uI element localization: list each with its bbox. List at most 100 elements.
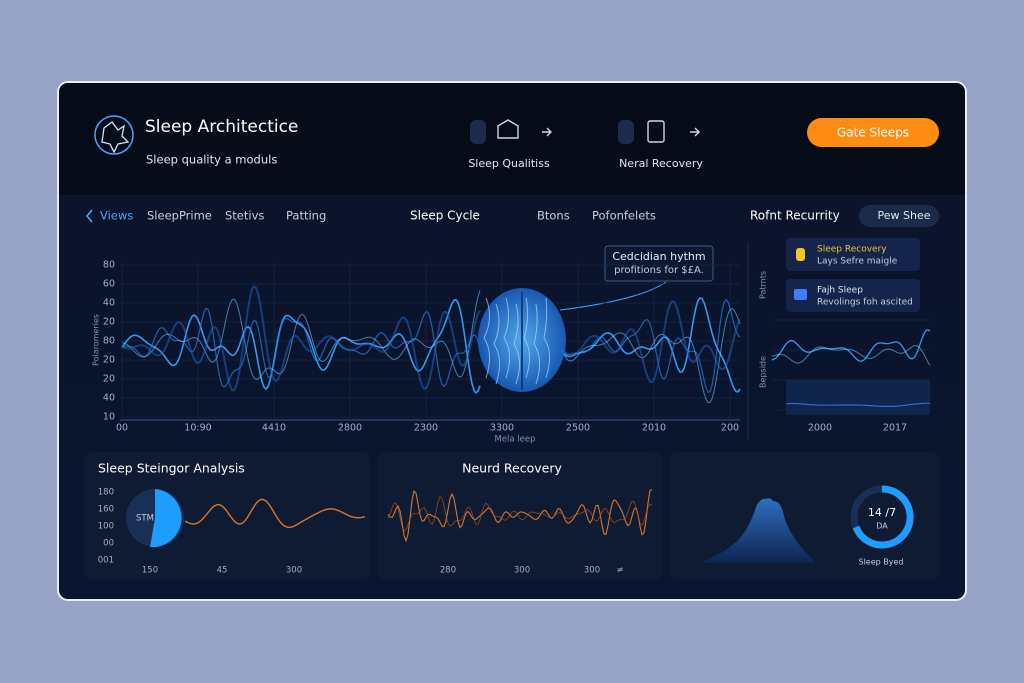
arrow bbox=[542, 127, 552, 137]
tick-label: 10 bbox=[103, 412, 115, 423]
label: Sleep Architectice bbox=[145, 117, 298, 137]
tick-label: 60 bbox=[103, 279, 115, 290]
label: STM bbox=[136, 514, 154, 524]
wave bbox=[785, 402, 930, 407]
info-card[interactable] bbox=[786, 279, 920, 312]
panel bbox=[84, 452, 370, 580]
back-arrow[interactable] bbox=[85, 209, 93, 223]
label: SleepPrime bbox=[147, 209, 212, 223]
card-icon bbox=[794, 289, 807, 300]
tick-label: 300 bbox=[584, 566, 600, 576]
tick-label: 2500 bbox=[566, 423, 590, 434]
tick-label: 2010 bbox=[642, 423, 666, 434]
label: Sleep Steingor Analysis bbox=[98, 461, 245, 476]
brain-fold bbox=[503, 297, 510, 379]
panel bbox=[378, 452, 662, 580]
axis-label: Mela leep bbox=[494, 435, 535, 445]
wave bbox=[387, 496, 653, 532]
tick-label: 20 bbox=[103, 374, 115, 385]
tick-label: 40 bbox=[103, 393, 115, 404]
tab-icon bbox=[618, 120, 634, 144]
tab-icon bbox=[470, 120, 486, 144]
label: Rofnt Recurrity bbox=[750, 209, 840, 223]
label: Lays Sefre maigle bbox=[817, 257, 898, 267]
logo bbox=[94, 115, 134, 155]
area bbox=[786, 380, 930, 415]
donut bbox=[852, 485, 914, 549]
annotation-line bbox=[559, 281, 667, 311]
card-icon bbox=[796, 248, 805, 261]
tick-label: 160 bbox=[98, 505, 114, 515]
button[interactable] bbox=[807, 118, 939, 147]
tick-label: 2800 bbox=[338, 423, 362, 434]
tick-label: 10:90 bbox=[184, 423, 211, 434]
label: profitions for $£A. bbox=[614, 265, 704, 276]
brain-fold bbox=[493, 303, 500, 385]
wave bbox=[184, 498, 366, 529]
tick-label: 3300 bbox=[490, 423, 514, 434]
tick-label: 280 bbox=[440, 566, 456, 576]
label: Neurd Recovery bbox=[462, 461, 562, 476]
label: Sleep Qualitiss bbox=[468, 157, 550, 170]
label: Revolings foh ascited bbox=[817, 298, 913, 308]
tick-label: 00 bbox=[103, 539, 114, 549]
tick-label: 20 bbox=[103, 317, 115, 328]
tick-label: 100 bbox=[98, 522, 114, 532]
label: Btons bbox=[537, 209, 570, 223]
annotation-box bbox=[604, 245, 714, 282]
pie-slice bbox=[150, 489, 182, 548]
arrow bbox=[690, 127, 700, 137]
info-card[interactable] bbox=[786, 238, 920, 271]
axis-label: Bepside bbox=[759, 356, 768, 388]
tick-label: 00 bbox=[116, 423, 128, 434]
label: Sleep quality a moduls bbox=[146, 153, 277, 167]
tick-label: 180 bbox=[98, 488, 114, 498]
button-label: Pew Shee bbox=[878, 209, 931, 222]
label: Views bbox=[100, 209, 133, 223]
wave bbox=[771, 345, 931, 366]
tick-label: 300 bbox=[286, 566, 302, 576]
brain-fold bbox=[523, 297, 530, 379]
label: 14 /7 bbox=[868, 506, 896, 519]
axis-label: Polaromeries bbox=[92, 314, 101, 366]
logo-mark bbox=[101, 121, 130, 154]
tick-label: 300 bbox=[514, 566, 530, 576]
tick-label: 2017 bbox=[883, 423, 907, 434]
wave bbox=[121, 284, 741, 392]
label: Sleep Recovery bbox=[817, 245, 887, 255]
label: Pofonfelets bbox=[592, 209, 656, 223]
wave bbox=[771, 328, 931, 362]
tick-label: 150 bbox=[142, 566, 158, 576]
brain-fold bbox=[483, 297, 490, 379]
wave bbox=[387, 489, 653, 543]
tick-label: 80 bbox=[103, 336, 115, 347]
tab-icon bbox=[647, 120, 665, 143]
button-label: Gate Sleeps bbox=[837, 126, 909, 140]
tick-label: 20 bbox=[103, 355, 115, 366]
brain-fold bbox=[513, 303, 520, 385]
tick-label: 80 bbox=[103, 260, 115, 271]
label: Patting bbox=[286, 209, 326, 223]
label: Neral Recovery bbox=[619, 157, 703, 170]
tab-icon bbox=[497, 119, 519, 139]
nav-button[interactable] bbox=[859, 205, 939, 227]
tick-label: 45 bbox=[217, 566, 228, 576]
label: Stetivs bbox=[225, 209, 264, 223]
tick-label: 40 bbox=[103, 298, 115, 309]
label: Sleep Cycle bbox=[410, 209, 480, 223]
area bbox=[700, 498, 815, 563]
axis-label: Patrnts bbox=[759, 271, 768, 299]
label: Fajh Sleep bbox=[817, 286, 863, 296]
label: Cedcidian hythm bbox=[612, 250, 705, 263]
tick-label: 200 bbox=[721, 423, 739, 434]
tick-label: 001 bbox=[98, 556, 114, 566]
header-bg bbox=[59, 83, 965, 195]
brain-fold bbox=[543, 297, 550, 379]
wave bbox=[121, 290, 741, 404]
tick-label: 2300 bbox=[414, 423, 438, 434]
label: DA bbox=[876, 522, 888, 531]
label: Sleep Byed bbox=[859, 558, 904, 567]
tick-label: 2000 bbox=[808, 423, 832, 434]
tick-label: ≠ bbox=[616, 566, 623, 576]
